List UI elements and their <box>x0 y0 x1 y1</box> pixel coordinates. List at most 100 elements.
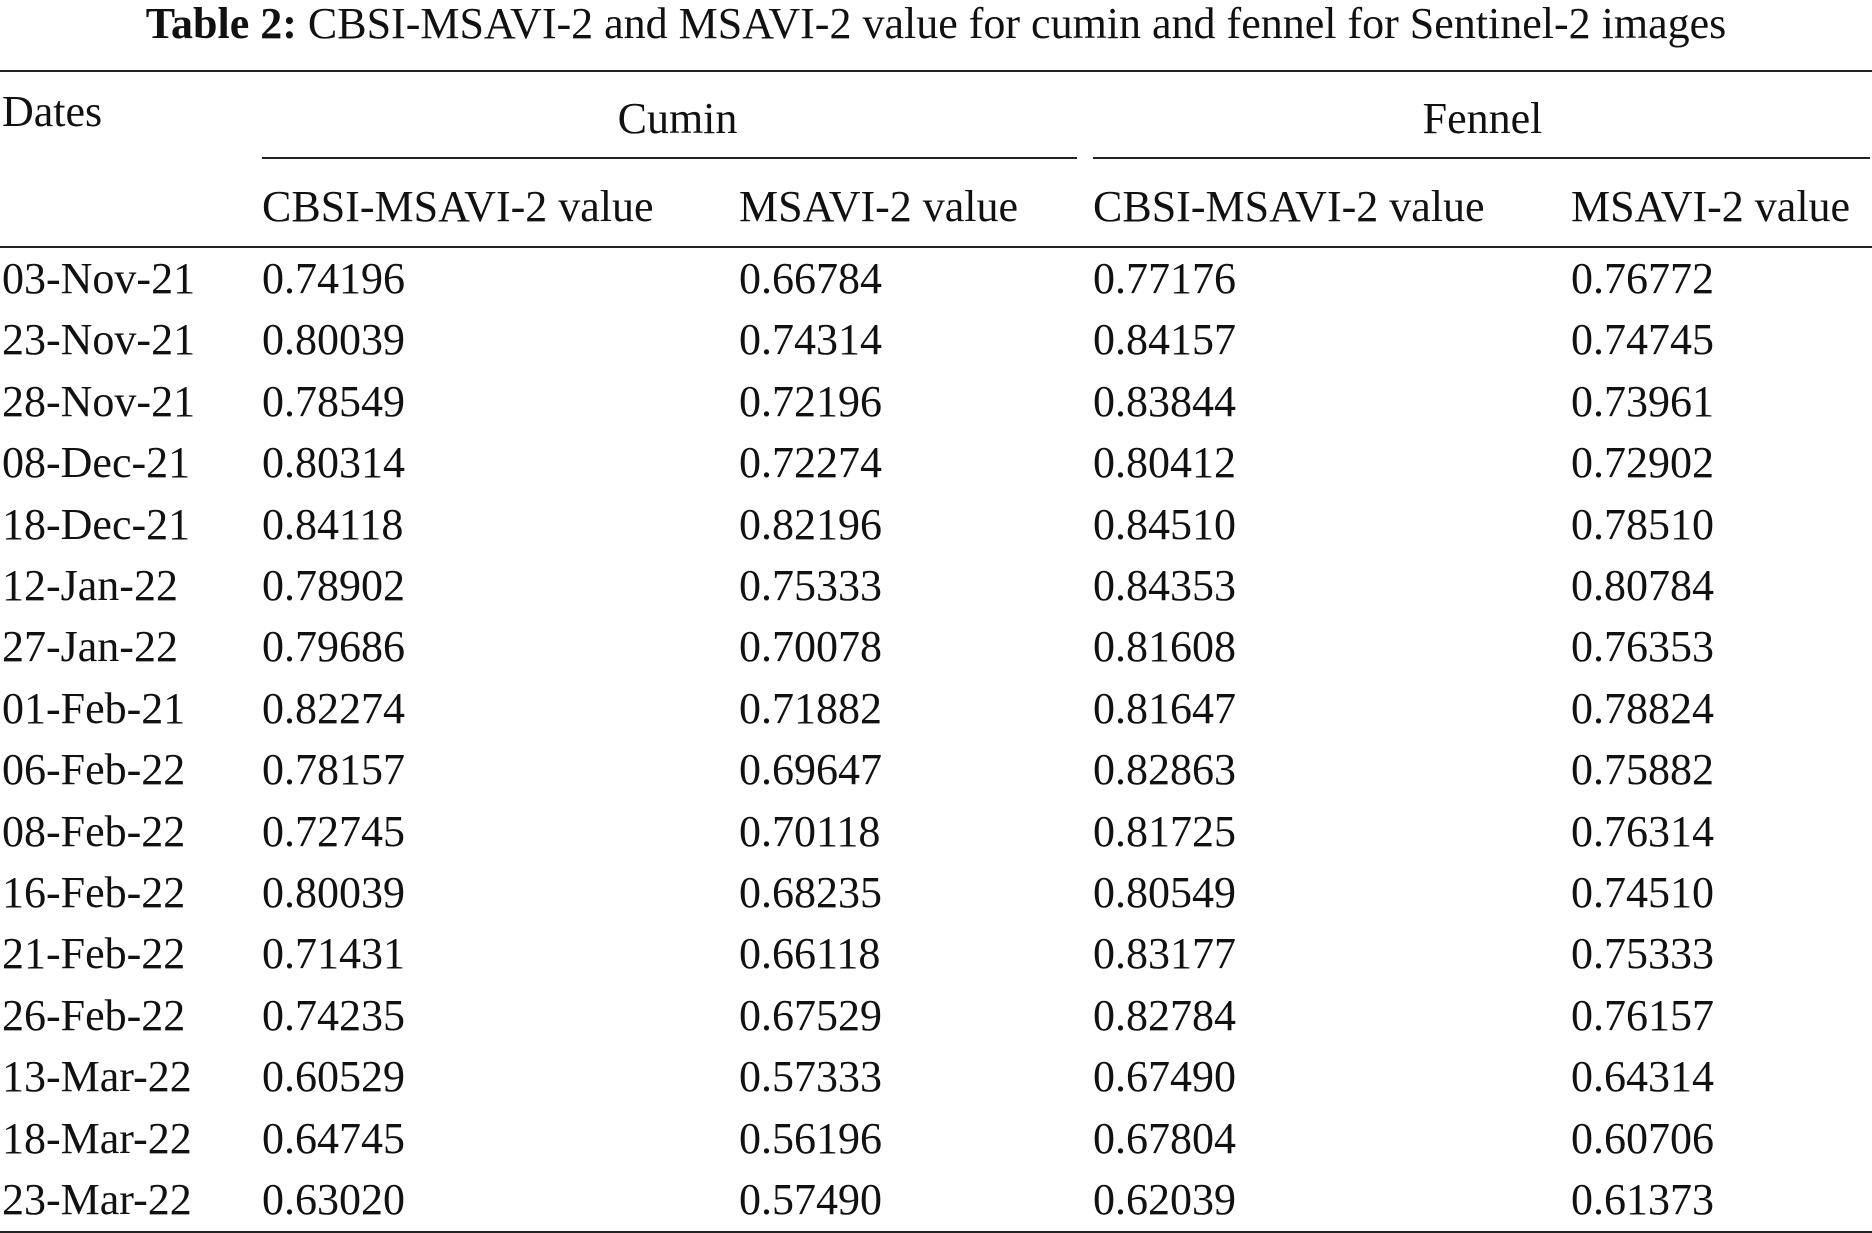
table-row: 18-Mar-22 0.64745 0.56196 0.67804 0.60706 <box>0 1108 1872 1169</box>
cumin-cbsi-cell: 0.64745 <box>262 1113 405 1163</box>
date-cell: 01-Feb-21 <box>2 683 186 733</box>
fennel-cbsi-cell: 0.81647 <box>1093 683 1237 733</box>
cumin-cbsi-cell: 0.74235 <box>262 990 405 1040</box>
cumin-msavi-cell: 0.57333 <box>739 1052 882 1102</box>
caption-label: Table 2: <box>145 0 297 48</box>
table-row: 21-Feb-22 0.71431 0.66118 0.83177 0.75333 <box>0 923 1872 984</box>
header-cumin-cbsi: CBSI-MSAVI-2 value <box>262 166 739 248</box>
table-row: 03-Nov-21 0.74196 0.66784 0.77176 0.76772 <box>0 247 1872 309</box>
fennel-cbsi-cell: 0.62039 <box>1093 1169 1572 1233</box>
fennel-cbsi-cell: 0.80549 <box>1093 868 1237 918</box>
cumin-msavi-cell: 0.74314 <box>739 315 882 365</box>
fennel-msavi-cell: 0.76157 <box>1571 990 1715 1040</box>
table-row: 06-Feb-22 0.78157 0.69647 0.82863 0.75882 <box>0 739 1872 800</box>
header-dates: Dates <box>0 70 262 166</box>
fennel-cbsi-cell: 0.77176 <box>1093 254 1237 303</box>
fennel-msavi-cell: 0.73961 <box>1571 376 1715 426</box>
cumin-cbsi-cell: 0.82274 <box>262 683 405 733</box>
fennel-msavi-cell: 0.60706 <box>1571 1113 1715 1163</box>
cumin-cbsi-cell: 0.80314 <box>262 438 405 488</box>
fennel-msavi-cell: 0.76314 <box>1571 806 1715 856</box>
cumin-msavi-cell: 0.66784 <box>739 254 882 303</box>
fennel-msavi-cell: 0.78510 <box>1571 499 1715 549</box>
table-row: 01-Feb-21 0.82274 0.71882 0.81647 0.78824 <box>0 678 1872 739</box>
header-group-cumin: Cumin <box>262 70 1094 166</box>
cumin-msavi-cell: 0.71882 <box>739 683 882 733</box>
date-cell: 27-Jan-22 <box>2 622 178 672</box>
fennel-cbsi-cell: 0.82863 <box>1093 745 1237 795</box>
caption-text: CBSI-MSAVI-2 and MSAVI-2 value for cumin… <box>307 0 1727 48</box>
cumin-msavi-cell: 0.82196 <box>739 499 882 549</box>
data-table: Dates Cumin Fennel CBSI-MSAVI-2 value MS… <box>0 70 1872 1233</box>
fennel-msavi-cell: 0.76772 <box>1571 254 1715 303</box>
cumin-cbsi-cell: 0.74196 <box>262 254 405 303</box>
fennel-cbsi-cell: 0.83177 <box>1093 929 1237 979</box>
cumin-msavi-cell: 0.67529 <box>739 990 882 1040</box>
header-group-row: Dates Cumin Fennel <box>0 70 1872 166</box>
fennel-msavi-cell: 0.74510 <box>1571 868 1715 918</box>
date-cell: 16-Feb-22 <box>2 868 186 918</box>
fennel-msavi-cell: 0.64314 <box>1571 1052 1715 1102</box>
fennel-msavi-cell: 0.80784 <box>1571 561 1715 611</box>
table-row: 26-Feb-22 0.74235 0.67529 0.82784 0.76157 <box>0 985 1872 1046</box>
table-row: 28-Nov-21 0.78549 0.72196 0.83844 0.73961 <box>0 371 1872 432</box>
fennel-msavi-cell: 0.61373 <box>1571 1169 1872 1233</box>
cumin-msavi-cell: 0.70078 <box>739 622 882 672</box>
header-fennel-msavi: MSAVI-2 value <box>1571 166 1872 248</box>
fennel-cbsi-cell: 0.67804 <box>1093 1113 1237 1163</box>
date-cell: 23-Mar-22 <box>0 1169 262 1233</box>
date-cell: 18-Mar-22 <box>2 1113 192 1163</box>
cumin-msavi-cell: 0.72196 <box>739 376 882 426</box>
cumin-msavi-cell: 0.66118 <box>739 929 881 979</box>
table-row: 18-Dec-21 0.84118 0.82196 0.84510 0.78510 <box>0 494 1872 555</box>
table-row: 16-Feb-22 0.80039 0.68235 0.80549 0.74510 <box>0 862 1872 923</box>
fennel-cbsi-cell: 0.84353 <box>1093 561 1237 611</box>
fennel-cbsi-cell: 0.81608 <box>1093 622 1237 672</box>
date-cell: 23-Nov-21 <box>2 315 196 365</box>
table-caption: Table 2: CBSI-MSAVI-2 and MSAVI-2 value … <box>0 2 1872 46</box>
fennel-msavi-cell: 0.74745 <box>1571 315 1715 365</box>
table-row: 12-Jan-22 0.78902 0.75333 0.84353 0.80784 <box>0 555 1872 616</box>
date-cell: 28-Nov-21 <box>2 376 196 426</box>
header-subcolumn-row: CBSI-MSAVI-2 value MSAVI-2 value CBSI-MS… <box>0 166 1872 248</box>
cumin-msavi-cell: 0.70118 <box>739 806 881 856</box>
table-row: 08-Dec-21 0.80314 0.72274 0.80412 0.72902 <box>0 432 1872 493</box>
header-cumin-msavi: MSAVI-2 value <box>739 166 1094 248</box>
table-row: 27-Jan-22 0.79686 0.70078 0.81608 0.76353 <box>0 616 1872 677</box>
header-dates-spacer <box>0 166 262 248</box>
table-row: 23-Mar-22 0.63020 0.57490 0.62039 0.61373 <box>0 1169 1872 1233</box>
table-row: 08-Feb-22 0.72745 0.70118 0.81725 0.76314 <box>0 801 1872 862</box>
date-cell: 13-Mar-22 <box>2 1052 192 1102</box>
cumin-msavi-cell: 0.68235 <box>739 868 882 918</box>
cumin-cbsi-cell: 0.78902 <box>262 561 405 611</box>
cumin-cbsi-cell: 0.84118 <box>262 499 404 549</box>
header-group-fennel-label: Fennel <box>1093 79 1872 159</box>
date-cell: 12-Jan-22 <box>2 561 178 611</box>
fennel-cbsi-cell: 0.82784 <box>1093 990 1237 1040</box>
table-body: 03-Nov-21 0.74196 0.66784 0.77176 0.76772 23-… <box>0 247 1872 1233</box>
cumin-msavi-cell: 0.69647 <box>739 745 882 795</box>
fennel-msavi-cell: 0.75882 <box>1571 745 1715 795</box>
date-cell: 06-Feb-22 <box>2 745 186 795</box>
cumin-cbsi-cell: 0.78157 <box>262 745 405 795</box>
cumin-cbsi-cell: 0.72745 <box>262 806 405 856</box>
fennel-cbsi-cell: 0.83844 <box>1093 376 1237 426</box>
cumin-cbsi-cell: 0.79686 <box>262 622 405 672</box>
cumin-msavi-cell: 0.72274 <box>739 438 882 488</box>
date-cell: 21-Feb-22 <box>2 929 186 979</box>
header-group-cumin-label: Cumin <box>262 79 1093 159</box>
cumin-msavi-cell: 0.57490 <box>739 1169 1094 1233</box>
fennel-msavi-cell: 0.75333 <box>1571 929 1715 979</box>
fennel-cbsi-cell: 0.67490 <box>1093 1052 1237 1102</box>
cumin-cbsi-cell: 0.80039 <box>262 315 405 365</box>
fennel-cbsi-cell: 0.80412 <box>1093 438 1237 488</box>
fennel-msavi-cell: 0.72902 <box>1571 438 1715 488</box>
cumin-cbsi-cell: 0.78549 <box>262 376 405 426</box>
table-row: 13-Mar-22 0.60529 0.57333 0.67490 0.64314 <box>0 1046 1872 1107</box>
cumin-msavi-cell: 0.75333 <box>739 561 882 611</box>
fennel-msavi-cell: 0.78824 <box>1571 683 1715 733</box>
header-group-fennel: Fennel <box>1093 70 1872 166</box>
date-cell: 03-Nov-21 <box>2 254 196 303</box>
date-cell: 26-Feb-22 <box>2 990 186 1040</box>
